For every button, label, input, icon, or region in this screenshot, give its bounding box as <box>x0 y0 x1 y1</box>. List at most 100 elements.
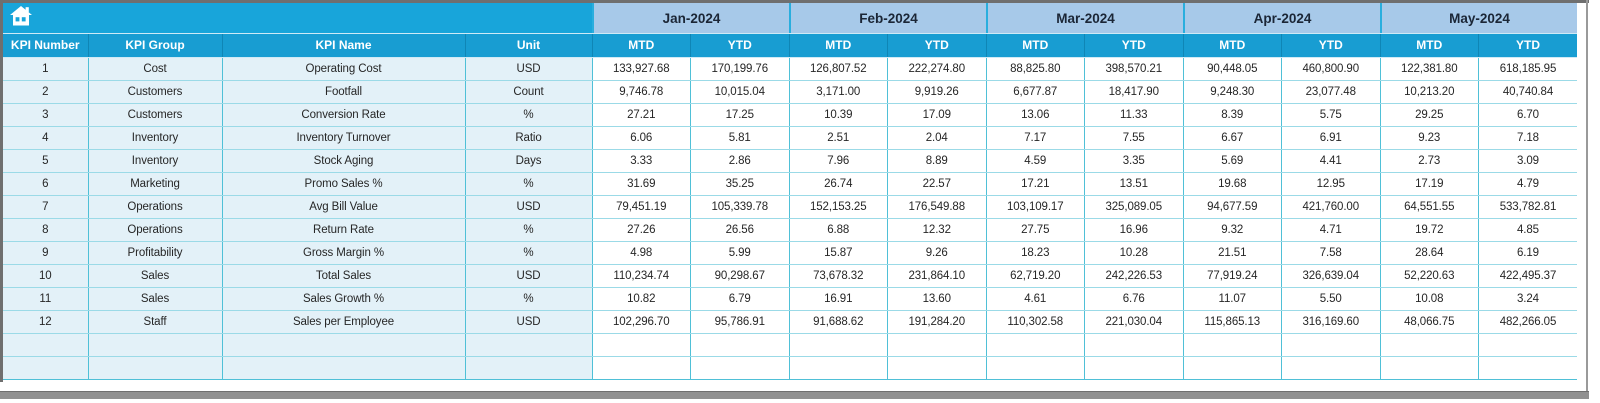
cell-value[interactable]: 3,171.00 <box>788 80 888 104</box>
month-header-feb-2024[interactable]: Feb-2024 <box>789 3 986 33</box>
cell-value[interactable]: 7.96 <box>788 149 888 173</box>
cell-value[interactable]: 62,719.20 <box>985 264 1085 288</box>
cell-kpi-unit[interactable]: USD <box>464 57 592 81</box>
cell-value[interactable]: 28.64 <box>1379 241 1479 265</box>
cell-value[interactable]: 5.50 <box>1281 287 1380 311</box>
cell-value[interactable]: 48,066.75 <box>1379 310 1479 334</box>
cell-value[interactable]: 9.32 <box>1182 218 1282 242</box>
cell-empty[interactable] <box>690 356 789 380</box>
period-header-feb-2024-mtd[interactable]: MTD <box>788 34 888 58</box>
cell-empty[interactable] <box>1182 356 1282 380</box>
cell-value[interactable]: 18.23 <box>985 241 1085 265</box>
cell-value[interactable]: 191,284.20 <box>887 310 986 334</box>
cell-empty[interactable] <box>1182 333 1282 357</box>
cell-value[interactable]: 8.89 <box>887 149 986 173</box>
cell-value[interactable]: 122,381.80 <box>1379 57 1479 81</box>
cell-value[interactable]: 5.75 <box>1281 103 1380 127</box>
period-header-mar-2024-mtd[interactable]: MTD <box>985 34 1085 58</box>
cell-value[interactable]: 35.25 <box>690 172 789 196</box>
cell-value[interactable]: 10,015.04 <box>690 80 789 104</box>
month-header-jan-2024[interactable]: Jan-2024 <box>592 3 789 33</box>
cell-value[interactable]: 19.72 <box>1379 218 1479 242</box>
cell-value[interactable]: 4.98 <box>591 241 691 265</box>
cell-value[interactable]: 88,825.80 <box>985 57 1085 81</box>
column-header-kpi-group[interactable]: KPI Group <box>87 34 222 58</box>
cell-kpi-group[interactable]: Profitability <box>87 241 222 265</box>
cell-value[interactable]: 2.51 <box>788 126 888 150</box>
cell-value[interactable]: 90,448.05 <box>1182 57 1282 81</box>
cell-value[interactable]: 2.73 <box>1379 149 1479 173</box>
cell-value[interactable]: 9.26 <box>887 241 986 265</box>
cell-empty[interactable] <box>690 333 789 357</box>
cell-kpi-group[interactable]: Sales <box>87 264 222 288</box>
cell-value[interactable]: 421,760.00 <box>1281 195 1380 219</box>
cell-value[interactable]: 5.99 <box>690 241 789 265</box>
cell-kpi-unit[interactable]: Days <box>464 149 592 173</box>
cell-value[interactable]: 22.57 <box>887 172 986 196</box>
cell-value[interactable]: 27.26 <box>591 218 691 242</box>
cell-kpi-unit[interactable]: % <box>464 241 592 265</box>
cell-value[interactable]: 6.19 <box>1478 241 1577 265</box>
cell-kpi-name[interactable]: Operating Cost <box>221 57 465 81</box>
column-header-unit[interactable]: Unit <box>464 34 592 58</box>
cell-kpi-number[interactable]: 8 <box>3 218 88 242</box>
cell-kpi-group[interactable]: Marketing <box>87 172 222 196</box>
cell-value[interactable]: 170,199.76 <box>690 57 789 81</box>
cell-empty[interactable] <box>591 356 691 380</box>
cell-kpi-number[interactable]: 5 <box>3 149 88 173</box>
cell-value[interactable]: 6.76 <box>1084 287 1183 311</box>
cell-value[interactable]: 6.79 <box>690 287 789 311</box>
cell-value[interactable]: 26.56 <box>690 218 789 242</box>
cell-value[interactable]: 9,746.78 <box>591 80 691 104</box>
cell-value[interactable]: 6.70 <box>1478 103 1577 127</box>
cell-kpi-group[interactable]: Customers <box>87 103 222 127</box>
cell-kpi-name[interactable]: Return Rate <box>221 218 465 242</box>
home-button[interactable] <box>8 5 33 31</box>
cell-empty[interactable] <box>985 356 1085 380</box>
cell-value[interactable]: 12.95 <box>1281 172 1380 196</box>
cell-value[interactable]: 5.81 <box>690 126 789 150</box>
period-header-mar-2024-ytd[interactable]: YTD <box>1084 34 1183 58</box>
cell-value[interactable]: 10.82 <box>591 287 691 311</box>
cell-value[interactable]: 64,551.55 <box>1379 195 1479 219</box>
cell-value[interactable]: 3.24 <box>1478 287 1577 311</box>
cell-value[interactable]: 3.33 <box>591 149 691 173</box>
cell-value[interactable]: 618,185.95 <box>1478 57 1577 81</box>
cell-value[interactable]: 103,109.17 <box>985 195 1085 219</box>
period-header-jan-2024-mtd[interactable]: MTD <box>591 34 691 58</box>
cell-value[interactable]: 5.69 <box>1182 149 1282 173</box>
cell-value[interactable]: 12.32 <box>887 218 986 242</box>
cell-kpi-unit[interactable]: Ratio <box>464 126 592 150</box>
cell-kpi-name[interactable]: Avg Bill Value <box>221 195 465 219</box>
period-header-may-2024-mtd[interactable]: MTD <box>1379 34 1479 58</box>
period-header-apr-2024-ytd[interactable]: YTD <box>1281 34 1380 58</box>
period-header-apr-2024-mtd[interactable]: MTD <box>1182 34 1282 58</box>
cell-value[interactable]: 9,919.26 <box>887 80 986 104</box>
cell-empty[interactable] <box>87 333 222 357</box>
cell-value[interactable]: 115,865.13 <box>1182 310 1282 334</box>
cell-value[interactable]: 482,266.05 <box>1478 310 1577 334</box>
cell-kpi-unit[interactable]: % <box>464 218 592 242</box>
cell-kpi-number[interactable]: 11 <box>3 287 88 311</box>
cell-value[interactable]: 4.71 <box>1281 218 1380 242</box>
cell-kpi-number[interactable]: 4 <box>3 126 88 150</box>
cell-value[interactable]: 16.91 <box>788 287 888 311</box>
cell-value[interactable]: 8.39 <box>1182 103 1282 127</box>
cell-value[interactable]: 533,782.81 <box>1478 195 1577 219</box>
cell-kpi-unit[interactable]: USD <box>464 310 592 334</box>
cell-value[interactable]: 31.69 <box>591 172 691 196</box>
month-header-apr-2024[interactable]: Apr-2024 <box>1183 3 1380 33</box>
cell-kpi-name[interactable]: Conversion Rate <box>221 103 465 127</box>
cell-value[interactable]: 90,298.67 <box>690 264 789 288</box>
cell-value[interactable]: 3.35 <box>1084 149 1183 173</box>
cell-kpi-number[interactable]: 9 <box>3 241 88 265</box>
cell-empty[interactable] <box>3 333 88 357</box>
cell-empty[interactable] <box>1478 356 1577 380</box>
cell-value[interactable]: 7.58 <box>1281 241 1380 265</box>
period-header-may-2024-ytd[interactable]: YTD <box>1478 34 1577 58</box>
cell-empty[interactable] <box>1379 333 1479 357</box>
cell-value[interactable]: 91,688.62 <box>788 310 888 334</box>
cell-value[interactable]: 133,927.68 <box>591 57 691 81</box>
cell-value[interactable]: 17.21 <box>985 172 1085 196</box>
cell-kpi-unit[interactable]: % <box>464 172 592 196</box>
